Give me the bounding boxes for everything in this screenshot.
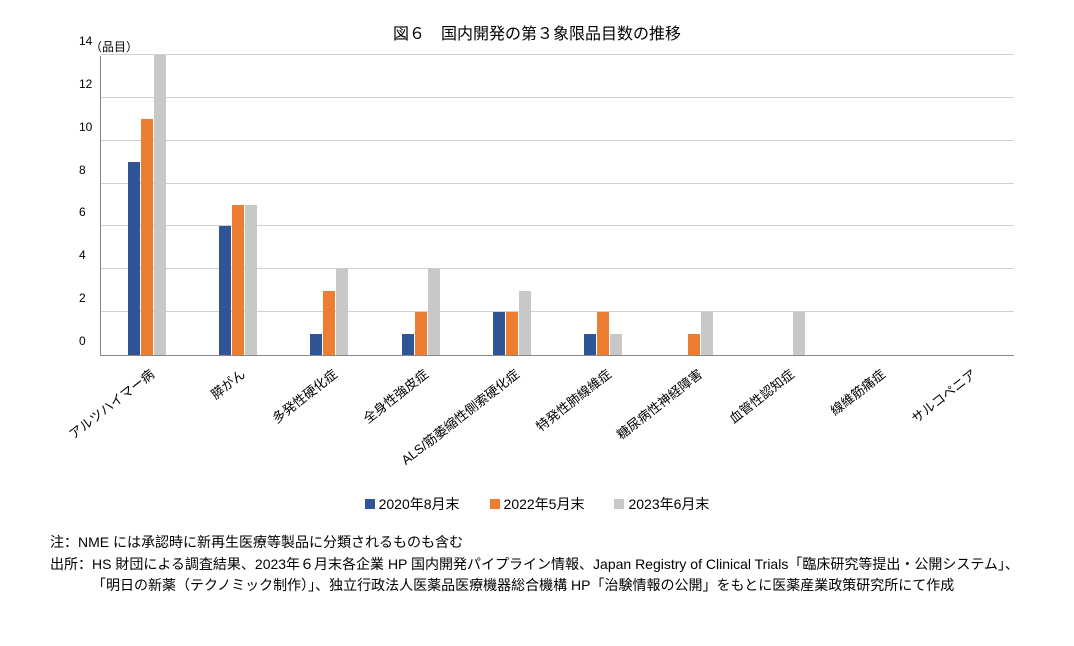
bar: [428, 269, 440, 355]
bar-group: [557, 56, 648, 355]
x-label-cell: サルコペニア: [923, 364, 1014, 504]
bar-group: [466, 56, 557, 355]
x-label-cell: アルツハイマー病: [100, 364, 191, 504]
bar-group: [192, 56, 283, 355]
bar: [597, 312, 609, 355]
bar: [493, 312, 505, 355]
x-label: 線維筋痛症: [826, 364, 889, 419]
bar: [219, 226, 231, 355]
bar-group: [649, 56, 740, 355]
bar: [141, 119, 153, 355]
x-label: アルツハイマー病: [64, 364, 157, 443]
bar: [245, 205, 257, 355]
bar: [506, 312, 518, 355]
y-tick-label: 0: [79, 334, 86, 348]
bar: [701, 312, 713, 355]
bar: [584, 334, 596, 355]
x-axis-labels: アルツハイマー病膵がん多発性硬化症全身性強皮症ALS/筋萎縮性側索硬化症特発性肺…: [100, 364, 1014, 504]
chart-container: （品目） 02468101214 アルツハイマー病膵がん多発性硬化症全身性強皮症…: [100, 56, 1014, 504]
source-text: HS 財団による調査結果、2023年６月末各企業 HP 国内開発パイプライン情報…: [92, 554, 1024, 597]
x-label-cell: 血管性認知症: [740, 364, 831, 504]
x-label-cell: 多発性硬化症: [283, 364, 374, 504]
plot-area: 02468101214: [100, 56, 1014, 356]
source-prefix: 出所：: [50, 554, 92, 597]
y-tick-label: 2: [79, 291, 86, 305]
y-tick-label: 12: [79, 77, 92, 91]
bar-group: [831, 56, 922, 355]
x-label: 膵がん: [206, 364, 248, 403]
note-prefix: 注：: [50, 532, 78, 554]
bar: [336, 269, 348, 355]
gridline: [101, 54, 1014, 55]
bar-group: [740, 56, 831, 355]
bar: [323, 291, 335, 355]
y-tick-label: 8: [79, 163, 86, 177]
y-tick-label: 6: [79, 205, 86, 219]
x-label-cell: 線維筋痛症: [831, 364, 922, 504]
bar: [310, 334, 322, 355]
bar: [688, 334, 700, 355]
x-label-cell: 糖尿病性神経障害: [648, 364, 739, 504]
bar: [415, 312, 427, 355]
bar: [402, 334, 414, 355]
bar: [232, 205, 244, 355]
y-tick-label: 14: [79, 34, 92, 48]
bar-group: [101, 56, 192, 355]
bar-group: [375, 56, 466, 355]
y-axis-label: （品目）: [90, 38, 138, 55]
bar: [154, 55, 166, 355]
y-tick-label: 4: [79, 248, 86, 262]
x-label-cell: 膵がん: [191, 364, 282, 504]
bar-group: [923, 56, 1014, 355]
bar: [610, 334, 622, 355]
bar-group: [284, 56, 375, 355]
note-text: NME には承認時に新再生医療等製品に分類されるものも含む: [78, 532, 1024, 554]
bars-row: [101, 56, 1014, 355]
bar: [793, 312, 805, 355]
chart-title: 図６ 国内開発の第３象限品目数の推移: [40, 20, 1034, 44]
bar: [519, 291, 531, 355]
bar: [128, 162, 140, 355]
y-tick-label: 10: [79, 120, 92, 134]
footnotes: 注： NME には承認時に新再生医療等製品に分類されるものも含む 出所： HS …: [50, 532, 1024, 597]
